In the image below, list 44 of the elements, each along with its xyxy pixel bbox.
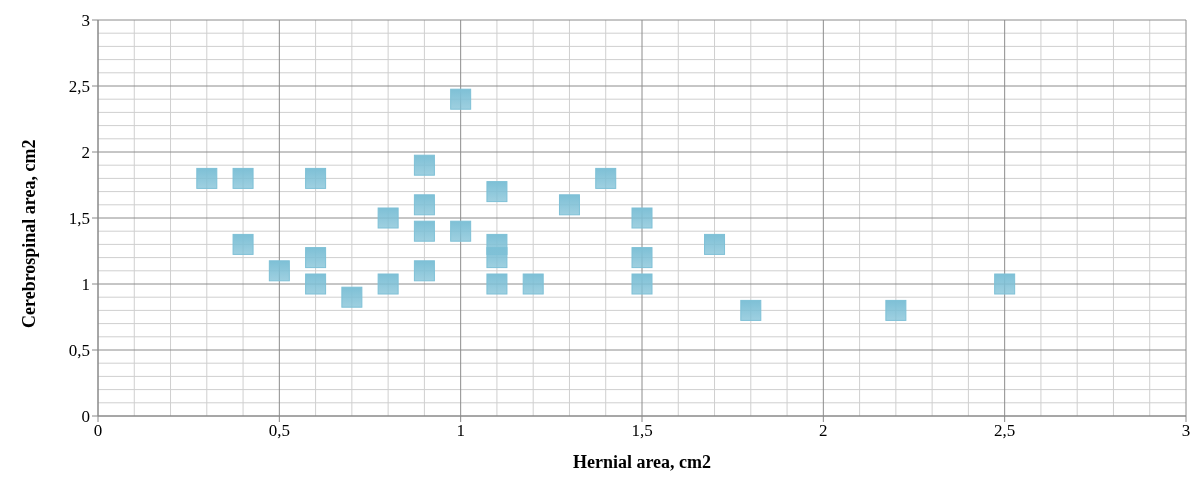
- point: [377, 207, 399, 229]
- point: [450, 220, 472, 242]
- point: [341, 286, 363, 308]
- point: [631, 207, 653, 229]
- point: [885, 299, 907, 321]
- point: [413, 260, 435, 282]
- point: [522, 273, 544, 295]
- point: [631, 273, 653, 295]
- y-tick-label: 0: [81, 407, 90, 427]
- point: [631, 247, 653, 269]
- point: [486, 247, 508, 269]
- point: [305, 273, 327, 295]
- point: [413, 154, 435, 176]
- point: [558, 194, 580, 216]
- point: [413, 220, 435, 242]
- point: [305, 167, 327, 189]
- x-tick-label: 2,5: [994, 421, 1016, 441]
- y-tick-label: 2,5: [68, 77, 90, 97]
- point: [486, 273, 508, 295]
- x-tick-label: 1,5: [631, 421, 653, 441]
- y-tick-label: 3: [81, 11, 90, 31]
- point: [994, 273, 1016, 295]
- x-tick-label: 2: [819, 421, 828, 441]
- y-tick-label: 1: [81, 275, 90, 295]
- x-tick-label: 0,5: [268, 421, 290, 441]
- point: [740, 299, 762, 321]
- point: [305, 247, 327, 269]
- x-tick-label: 1: [456, 421, 465, 441]
- x-axis-title: Hernial area, cm2: [572, 452, 712, 472]
- point: [413, 194, 435, 216]
- y-axis-title: Cerebrospinal area, cm2: [19, 139, 40, 328]
- point: [232, 167, 254, 189]
- point: [595, 167, 617, 189]
- point: [196, 167, 218, 189]
- point: [377, 273, 399, 295]
- y-tick-label: 1,5: [68, 209, 90, 229]
- point: [704, 233, 726, 255]
- point: [450, 88, 472, 110]
- point: [232, 233, 254, 255]
- x-tick-label: 3: [1181, 421, 1191, 441]
- point: [486, 181, 508, 203]
- point: [268, 260, 290, 282]
- y-tick-label: 2: [81, 143, 90, 163]
- y-tick-label: 0,5: [68, 341, 90, 361]
